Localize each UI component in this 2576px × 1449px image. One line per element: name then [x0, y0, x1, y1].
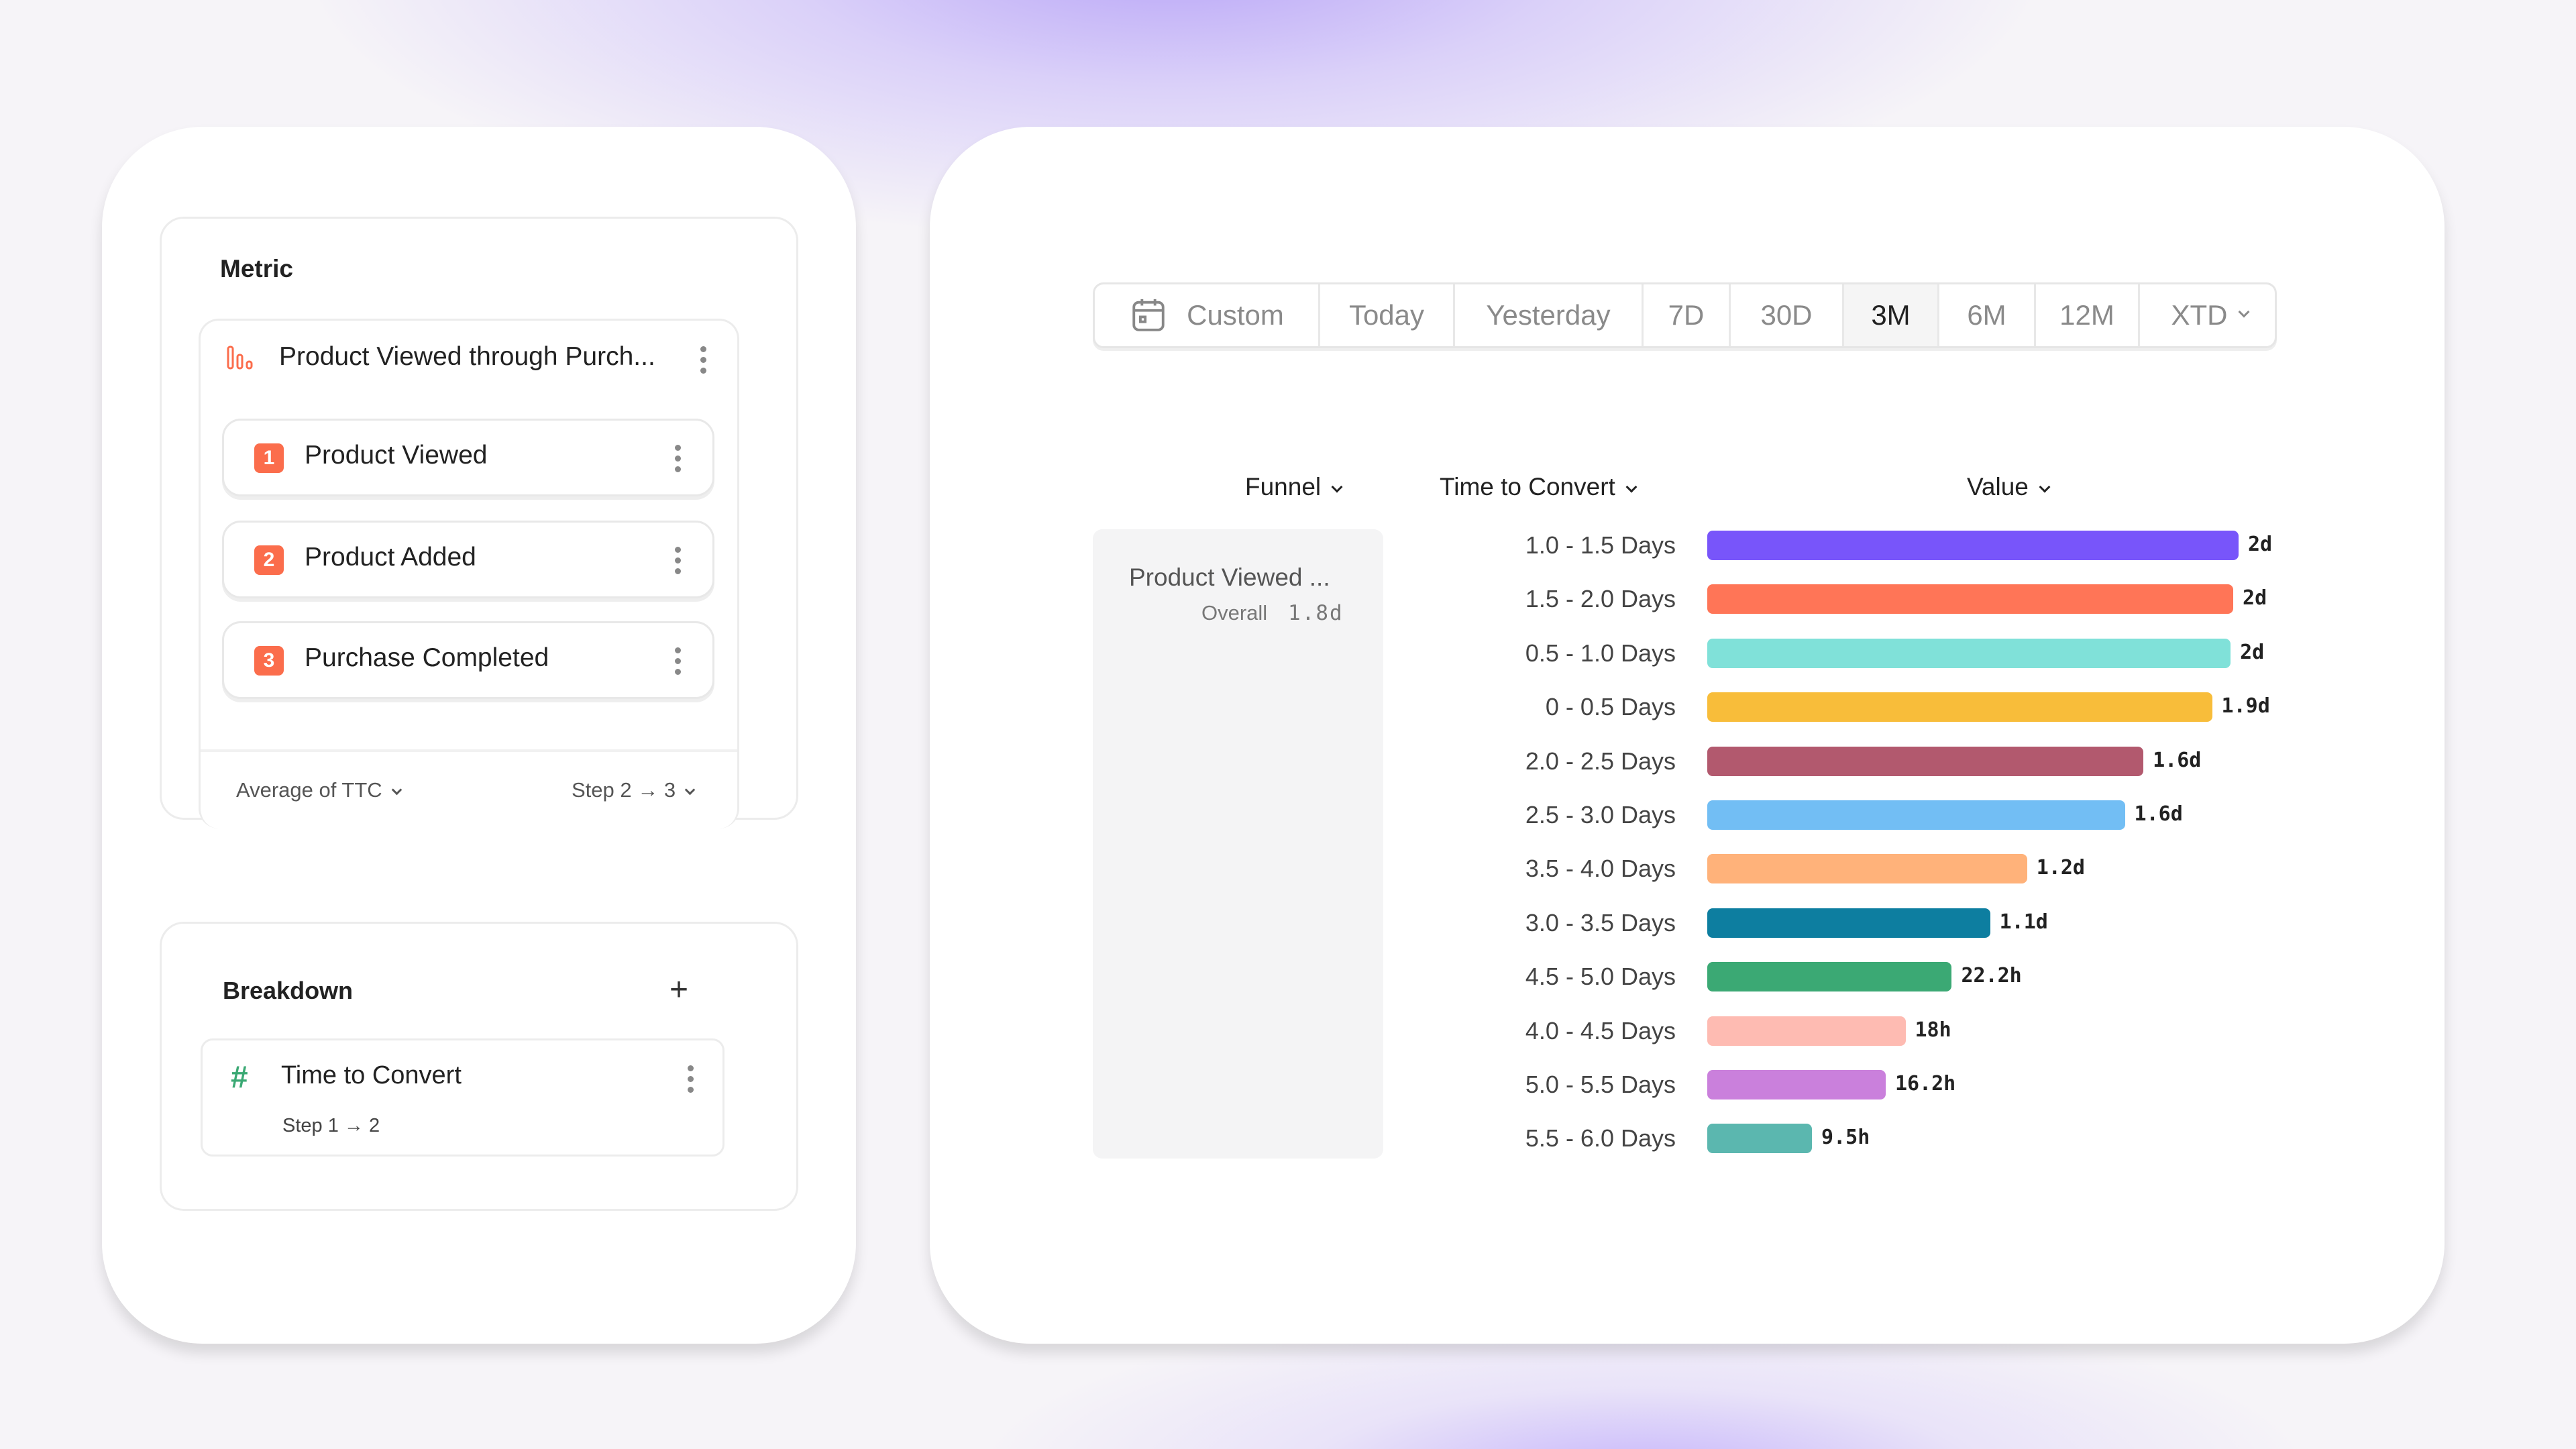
date-option-6m[interactable]: 6M [1937, 284, 2034, 346]
date-option-30d[interactable]: 30D [1729, 284, 1842, 346]
date-range-selector: Custom Today Yesterday 7D 30D 3M 6M 12M … [1093, 282, 2277, 348]
bar[interactable] [1707, 854, 2027, 884]
chevron-down-icon [1331, 481, 1343, 493]
step-number-badge: 2 [254, 545, 284, 575]
step-more-icon[interactable] [674, 547, 681, 574]
bar[interactable] [1707, 584, 2234, 614]
funnel-metric-name[interactable]: Product Viewed through Purch... [279, 342, 655, 371]
date-option-custom[interactable]: Custom [1095, 284, 1318, 346]
metric-title: Metric [220, 255, 293, 282]
date-option-7d[interactable]: 7D [1642, 284, 1729, 346]
value-column-header[interactable]: Value [1967, 473, 2051, 501]
calendar-icon [1132, 299, 1165, 331]
step-label: Product Viewed [305, 441, 488, 470]
bar-value-label: 1.2d [2036, 856, 2085, 880]
bar[interactable] [1707, 638, 2231, 668]
bar-category-label: 2.5 - 3.0 Days [1525, 801, 1676, 828]
bar-value-label: 1.6d [2153, 748, 2202, 772]
chevron-down-icon [391, 784, 402, 796]
bar-value-label: 2d [2247, 533, 2273, 556]
chevron-down-icon [1625, 481, 1638, 493]
bar-category-label: 3.5 - 4.0 Days [1525, 855, 1676, 883]
bar-value-label: 1.1d [1999, 910, 2048, 934]
date-option-3m[interactable]: 3M [1842, 284, 1937, 346]
step-range-label: Step 2 → 3 [572, 778, 676, 802]
bar-value-label: 18h [1915, 1018, 1951, 1042]
bar-value-label: 9.5h [1821, 1126, 1870, 1150]
chevron-down-icon [2238, 306, 2249, 318]
bar-category-label: 1.5 - 2.0 Days [1525, 585, 1676, 613]
bar[interactable] [1707, 746, 2144, 776]
date-option-label: XTD [2171, 299, 2228, 331]
aggregation-dropdown[interactable]: Average of TTC [236, 778, 402, 802]
funnel-step-3[interactable]: 3 Purchase Completed [222, 621, 714, 699]
funnel-step-1[interactable]: 1 Product Viewed [222, 419, 714, 496]
funnel-cell-name[interactable]: Product Viewed ... [1129, 564, 1330, 591]
bar[interactable] [1707, 908, 1990, 938]
step-number-badge: 3 [254, 646, 284, 676]
header-label: Funnel [1245, 473, 1322, 500]
bar-category-label: 4.5 - 5.0 Days [1525, 963, 1676, 991]
date-option-today[interactable]: Today [1318, 284, 1453, 346]
bar-category-label: 3.0 - 3.5 Days [1525, 908, 1676, 936]
bar-category-label: 2.0 - 2.5 Days [1525, 747, 1676, 775]
funnel-step-2[interactable]: 2 Product Added [222, 521, 714, 598]
date-option-label: Custom [1187, 299, 1284, 331]
bar-value-label: 2d [2243, 586, 2267, 610]
overall-label: Overall [1201, 601, 1268, 625]
add-breakdown-button[interactable]: + [669, 972, 689, 1008]
breakdown-item-sub: Step 1 → 2 [282, 1115, 380, 1136]
breakdown-title: Breakdown [223, 977, 354, 1004]
bar-category-label: 1.0 - 1.5 Days [1525, 531, 1676, 559]
bar-category-label: 5.5 - 6.0 Days [1525, 1124, 1676, 1152]
bar-category-label: 0.5 - 1.0 Days [1525, 639, 1676, 667]
ttc-column-header[interactable]: Time to Convert [1440, 473, 1638, 501]
chevron-down-icon [684, 784, 696, 796]
aggregation-label: Average of TTC [236, 778, 382, 802]
step-range-dropdown[interactable]: Step 2 → 3 [572, 778, 696, 802]
bar-category-label: 0 - 0.5 Days [1545, 693, 1676, 721]
step-label: Purchase Completed [305, 643, 549, 672]
bar[interactable] [1707, 692, 2212, 722]
chevron-down-icon [2039, 481, 2051, 493]
header-label: Time to Convert [1440, 473, 1615, 500]
bar[interactable] [1707, 1070, 1886, 1099]
bar-value-label: 2d [2240, 640, 2265, 664]
divider [201, 749, 737, 752]
bar[interactable] [1707, 962, 1952, 992]
bar[interactable] [1707, 800, 2125, 830]
funnel-chart-icon [227, 345, 258, 370]
funnel-cell [1093, 529, 1383, 1159]
funnel-more-icon[interactable] [700, 346, 706, 374]
step-more-icon[interactable] [674, 445, 681, 472]
date-option-12m[interactable]: 12M [2034, 284, 2138, 346]
bar-value-label: 1.9d [2221, 694, 2270, 718]
bar-category-label: 5.0 - 5.5 Days [1525, 1071, 1676, 1098]
date-option-xtd[interactable]: XTD [2138, 284, 2275, 346]
bar[interactable] [1707, 531, 2239, 560]
bar-value-label: 1.6d [2134, 802, 2183, 826]
breakdown-more-icon[interactable] [687, 1065, 694, 1093]
step-label: Product Added [305, 543, 476, 572]
header-label: Value [1967, 473, 2029, 500]
step-number-badge: 1 [254, 443, 284, 473]
funnel-column-header[interactable]: Funnel [1245, 473, 1343, 501]
date-option-yesterday[interactable]: Yesterday [1453, 284, 1642, 346]
overall-value: 1.8d [1288, 601, 1344, 625]
breakdown-item[interactable] [201, 1038, 724, 1157]
bar[interactable] [1707, 1124, 1813, 1154]
bar-category-label: 4.0 - 4.5 Days [1525, 1016, 1676, 1044]
step-more-icon[interactable] [674, 647, 681, 675]
bar-value-label: 16.2h [1894, 1072, 1956, 1095]
numeric-hash-icon: # [231, 1059, 248, 1094]
breakdown-item-label: Time to Convert [281, 1061, 462, 1089]
bar[interactable] [1707, 1016, 1906, 1046]
bar-value-label: 22.2h [1961, 964, 2022, 988]
